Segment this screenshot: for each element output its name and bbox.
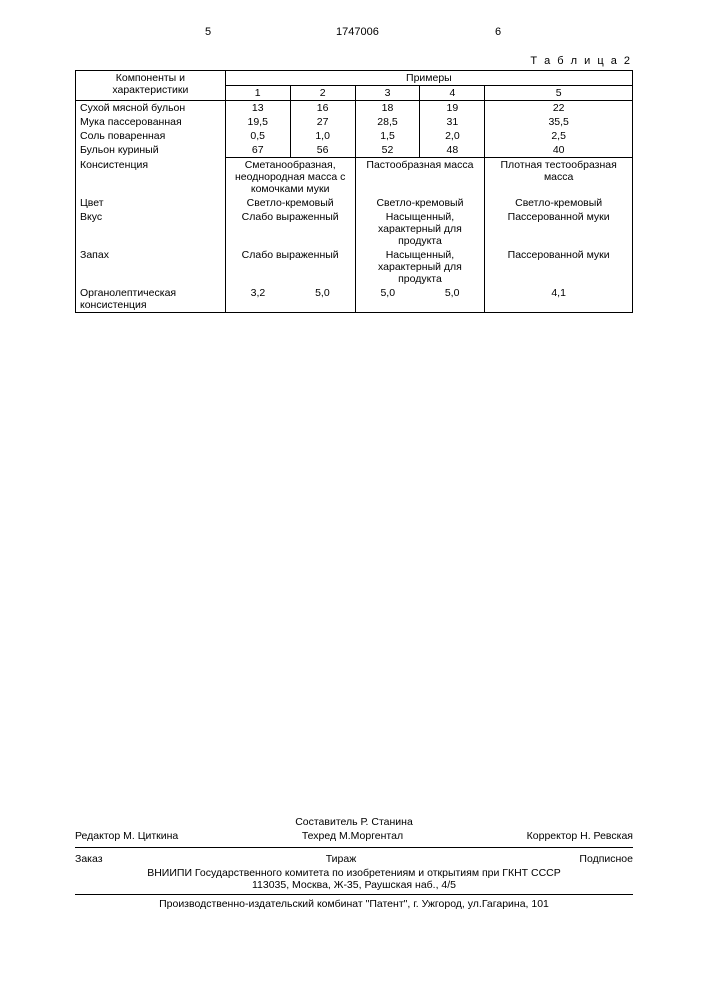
cell: Насыщенный, характерный для продукта [355, 210, 485, 248]
th-5: 5 [485, 86, 633, 101]
cell: 4,1 [485, 286, 633, 313]
cell: Светло-кремовый [355, 196, 485, 210]
cell: Пассерованной муки [485, 248, 633, 286]
table-row: Компоненты и характеристики Примеры [76, 71, 633, 86]
col-num-left: 5 [205, 26, 211, 38]
cell: Плотная тестообразная масса [485, 158, 633, 197]
org-name: ВНИИПИ Государственного комитета по изоб… [75, 867, 633, 879]
cell: Светло-кремовый [225, 196, 355, 210]
cell: 35,5 [485, 115, 633, 129]
tirage: Тираж [326, 853, 357, 865]
cell: Слабо выраженный [225, 248, 355, 286]
cell: Насыщенный, характерный для продукта [355, 248, 485, 286]
cell: 5,0 [420, 286, 485, 313]
th-2: 2 [290, 86, 355, 101]
cell: 19 [420, 101, 485, 116]
cell: 27 [290, 115, 355, 129]
divider [75, 847, 633, 848]
table-row: Соль поваренная 0,5 1,0 1,5 2,0 2,5 [76, 129, 633, 143]
corrector: Корректор Н. Ревская [527, 830, 633, 842]
cell: 19,5 [225, 115, 290, 129]
org-addr: 113035, Москва, Ж-35, Раушская наб., 4/5 [75, 879, 633, 891]
th-1: 1 [225, 86, 290, 101]
table-row: Консистенция Сметанообразная, неоднородн… [76, 158, 633, 197]
cell: Сметанообразная, неоднородная масса с ко… [225, 158, 355, 197]
cell: 16 [290, 101, 355, 116]
row-label: Запах [76, 248, 226, 286]
row-label: Мука пассерованная [76, 115, 226, 129]
table-row: Вкус Слабо выраженный Насыщенный, характ… [76, 210, 633, 248]
table-row: Бульон куриный 67 56 52 48 40 [76, 143, 633, 158]
row-label: Вкус [76, 210, 226, 248]
cell: 40 [485, 143, 633, 158]
table-row: Запах Слабо выраженный Насыщенный, харак… [76, 248, 633, 286]
cell: Пастообразная масса [355, 158, 485, 197]
row-label: Соль поваренная [76, 129, 226, 143]
cell: 0,5 [225, 129, 290, 143]
cell: 1,0 [290, 129, 355, 143]
cell: 22 [485, 101, 633, 116]
data-table: Компоненты и характеристики Примеры 1 2 … [75, 70, 633, 313]
table-row: Сухой мясной бульон 13 16 18 19 22 [76, 101, 633, 116]
cell: 2,5 [485, 129, 633, 143]
cell: 1,5 [355, 129, 420, 143]
table-row: Цвет Светло-кремовый Светло-кремовый Све… [76, 196, 633, 210]
cell: 28,5 [355, 115, 420, 129]
th-4: 4 [420, 86, 485, 101]
cell: Пассерованной муки [485, 210, 633, 248]
table-caption: Т а б л и ц а 2 [530, 55, 632, 67]
cell: 5,0 [290, 286, 355, 313]
cell: Слабо выраженный [225, 210, 355, 248]
footer-block: Составитель Р. Станина Редактор М. Цитки… [75, 816, 633, 910]
th-3: 3 [355, 86, 420, 101]
compiler: Составитель Р. Станина [75, 816, 633, 828]
cell: 18 [355, 101, 420, 116]
row-label: Бульон куриный [76, 143, 226, 158]
cell: 13 [225, 101, 290, 116]
cell: Светло-кремовый [485, 196, 633, 210]
techred: Техред М.Моргентал [302, 830, 403, 842]
row-label: Органолептическая консистенция [76, 286, 226, 313]
cell: 67 [225, 143, 290, 158]
editor: Редактор М. Циткина [75, 830, 178, 842]
cell: 48 [420, 143, 485, 158]
row-label: Сухой мясной бульон [76, 101, 226, 116]
cell: 56 [290, 143, 355, 158]
publisher: Производственно-издательский комбинат "П… [75, 898, 633, 910]
table-row: Органолептическая консистенция 3,2 5,0 5… [76, 286, 633, 313]
cell: 31 [420, 115, 485, 129]
cell: 52 [355, 143, 420, 158]
patent-number: 1747006 [336, 26, 379, 38]
cell: 3,2 [225, 286, 290, 313]
col-num-right: 6 [495, 26, 501, 38]
cell: 5,0 [355, 286, 420, 313]
cell: 2,0 [420, 129, 485, 143]
row-label: Цвет [76, 196, 226, 210]
table-row: Мука пассерованная 19,5 27 28,5 31 35,5 [76, 115, 633, 129]
th-components: Компоненты и характеристики [76, 71, 226, 101]
th-examples: Примеры [225, 71, 632, 86]
row-label: Консистенция [76, 158, 226, 197]
order: Заказ [75, 853, 103, 865]
signed: Подписное [579, 853, 633, 865]
divider [75, 894, 633, 895]
